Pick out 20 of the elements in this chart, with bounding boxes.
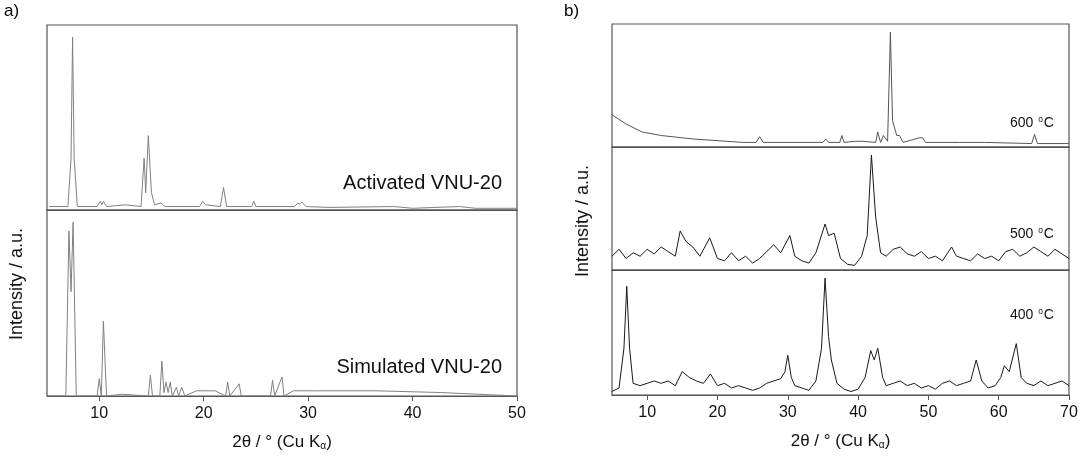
text: b) (564, 1, 580, 20)
text: a) (4, 1, 20, 20)
series-label: Simulated VNU-20 (336, 355, 502, 377)
x-tick-label: 20 (708, 402, 727, 420)
y-axis-title: Intensity / a.u. (6, 226, 26, 343)
x-tick-label: 20 (194, 403, 213, 421)
x-tick-label: 10 (90, 403, 109, 421)
x-tick-label: 30 (778, 402, 797, 420)
x-tick-label: 60 (989, 402, 1008, 420)
x-axis-title: 2θ / ° (Cu Kα) (790, 430, 891, 450)
x-axis-title: 2θ / ° (Cu Kα) (232, 431, 332, 451)
x-tick-label: 40 (403, 403, 422, 421)
x-tick-label: 30 (299, 403, 318, 421)
x-tick-label: 50 (919, 402, 938, 420)
x-tick-label: 70 (1060, 402, 1078, 420)
series-label: Activated VNU-20 (343, 171, 503, 193)
x-tick-label: 40 (849, 402, 868, 420)
x-tick-label: 50 (508, 403, 526, 421)
x-tick-label: 10 (638, 402, 657, 420)
y-axis-title: Intensity / a.u. (572, 163, 592, 280)
